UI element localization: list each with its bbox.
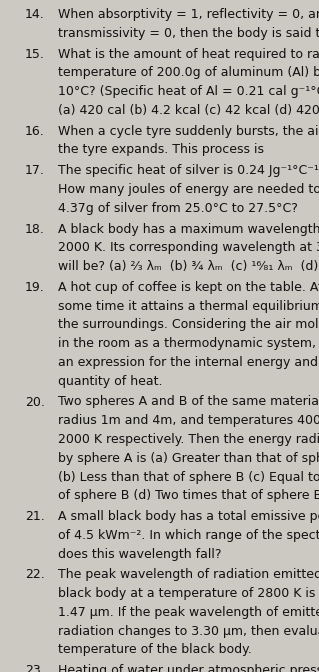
Text: A small black body has a total emissive power: A small black body has a total emissive … xyxy=(58,510,319,523)
Text: A black body has a maximum wavelength of: A black body has a maximum wavelength of xyxy=(58,222,319,236)
Text: 4.37g of silver from 25.0°C to 27.5°C?: 4.37g of silver from 25.0°C to 27.5°C? xyxy=(58,202,298,215)
Text: 22.: 22. xyxy=(25,569,45,581)
Text: some time it attains a thermal equilibrium with: some time it attains a thermal equilibri… xyxy=(58,300,319,312)
Text: 2000 K respectively. Then the energy radiated: 2000 K respectively. Then the energy rad… xyxy=(58,433,319,446)
Text: (b) Less than that of sphere B (c) Equal to that: (b) Less than that of sphere B (c) Equal… xyxy=(58,470,319,483)
Text: 15.: 15. xyxy=(25,48,45,60)
Text: 10°C? (Specific heat of Al = 0.21 cal g⁻¹°C⁻¹): 10°C? (Specific heat of Al = 0.21 cal g⁻… xyxy=(58,85,319,98)
Text: Heating of water under atmospheric pressure is: Heating of water under atmospheric press… xyxy=(58,664,319,672)
Text: of 4.5 kWm⁻². In which range of the spectrum: of 4.5 kWm⁻². In which range of the spec… xyxy=(58,529,319,542)
Text: Two spheres A and B of the same material have: Two spheres A and B of the same material… xyxy=(58,396,319,409)
Text: radius 1m and 4m, and temperatures 4000 K and: radius 1m and 4m, and temperatures 4000 … xyxy=(58,414,319,427)
Text: 2000 K. Its corresponding wavelength at 3000 K: 2000 K. Its corresponding wavelength at … xyxy=(58,241,319,254)
Text: quantity of heat.: quantity of heat. xyxy=(58,375,163,388)
Text: The specific heat of silver is 0.24 Jg⁻¹°C⁻¹.: The specific heat of silver is 0.24 Jg⁻¹… xyxy=(58,164,319,177)
Text: the surroundings. Considering the air molecules: the surroundings. Considering the air mo… xyxy=(58,319,319,331)
Text: (a) 420 cal (b) 4.2 kcal (c) 42 kcal (d) 420 kcal: (a) 420 cal (b) 4.2 kcal (c) 42 kcal (d)… xyxy=(58,104,319,117)
Text: How many joules of energy are needed to warm: How many joules of energy are needed to … xyxy=(58,183,319,196)
Text: 19.: 19. xyxy=(25,281,45,294)
Text: 20.: 20. xyxy=(25,396,45,409)
Text: What is the amount of heat required to raise the: What is the amount of heat required to r… xyxy=(58,48,319,60)
Text: 16.: 16. xyxy=(25,125,45,138)
Text: by sphere A is (a) Greater than that of sphere B: by sphere A is (a) Greater than that of … xyxy=(58,452,319,465)
Text: 17.: 17. xyxy=(25,164,45,177)
Text: the tyre expands. This process is: the tyre expands. This process is xyxy=(58,143,264,157)
Text: A hot cup of coffee is kept on the table. After: A hot cup of coffee is kept on the table… xyxy=(58,281,319,294)
Text: of sphere B (d) Two times that of sphere B: of sphere B (d) Two times that of sphere… xyxy=(58,489,319,502)
Text: does this wavelength fall?: does this wavelength fall? xyxy=(58,548,222,560)
Text: temperature of the black body.: temperature of the black body. xyxy=(58,643,252,657)
Text: in the room as a thermodynamic system, write: in the room as a thermodynamic system, w… xyxy=(58,337,319,350)
Text: 23.: 23. xyxy=(25,664,45,672)
Text: will be? (a) ²⁄₃ λₘ  (b) ¾ λₘ  (c) ¹⁶⁄₈₁ λₘ  (d) ⁰¹⁄₁₆ λₘ: will be? (a) ²⁄₃ λₘ (b) ¾ λₘ (c) ¹⁶⁄₈₁ λ… xyxy=(58,260,319,273)
Text: 21.: 21. xyxy=(25,510,45,523)
Text: 14.: 14. xyxy=(25,8,45,21)
Text: radiation changes to 3.30 μm, then evaluate the: radiation changes to 3.30 μm, then evalu… xyxy=(58,625,319,638)
Text: When a cycle tyre suddenly bursts, the air inside: When a cycle tyre suddenly bursts, the a… xyxy=(58,125,319,138)
Text: 1.47 μm. If the peak wavelength of emitted: 1.47 μm. If the peak wavelength of emitt… xyxy=(58,606,319,619)
Text: The peak wavelength of radiation emitted by a: The peak wavelength of radiation emitted… xyxy=(58,569,319,581)
Text: temperature of 200.0g of aluminum (Al) by: temperature of 200.0g of aluminum (Al) b… xyxy=(58,67,319,79)
Text: black body at a temperature of 2800 K is: black body at a temperature of 2800 K is xyxy=(58,587,316,600)
Text: 18.: 18. xyxy=(25,222,45,236)
Text: transmissivity = 0, then the body is said to be: transmissivity = 0, then the body is sai… xyxy=(58,27,319,40)
Text: When absorptivity = 1, reflectivity = 0, and: When absorptivity = 1, reflectivity = 0,… xyxy=(58,8,319,21)
Text: an expression for the internal energy and: an expression for the internal energy an… xyxy=(58,356,318,369)
